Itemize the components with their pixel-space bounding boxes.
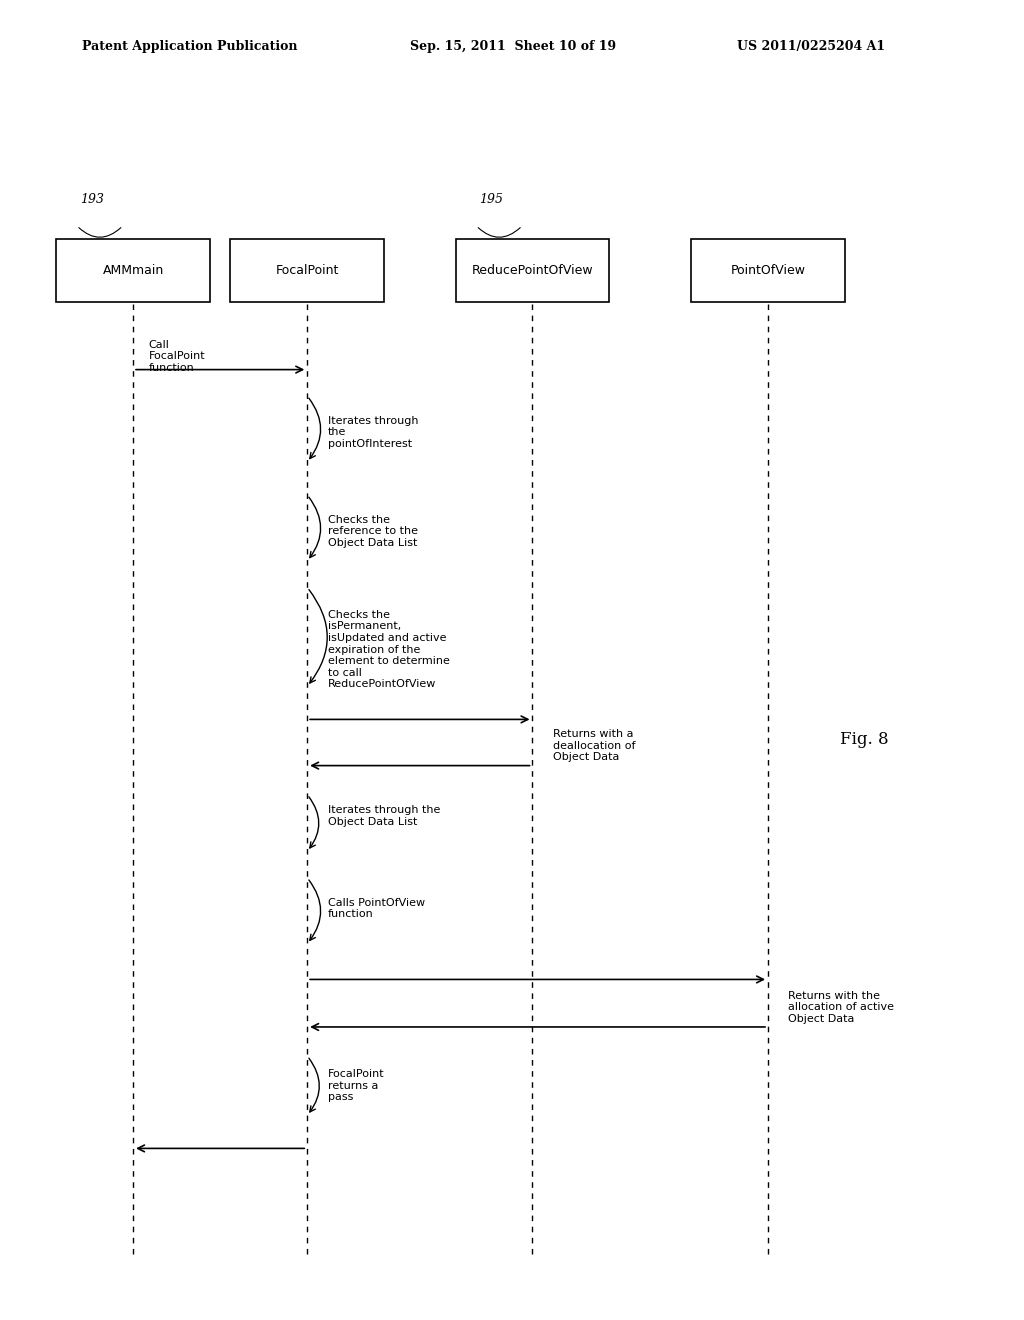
Text: 193: 193 [80,193,104,206]
Text: FocalPoint
returns a
pass: FocalPoint returns a pass [328,1069,384,1102]
FancyBboxPatch shape [456,239,609,302]
Text: US 2011/0225204 A1: US 2011/0225204 A1 [737,40,886,53]
FancyBboxPatch shape [691,239,845,302]
FancyBboxPatch shape [230,239,384,302]
Text: Call
FocalPoint
function: Call FocalPoint function [148,339,205,374]
Text: Patent Application Publication: Patent Application Publication [82,40,297,53]
Text: PointOfView: PointOfView [730,264,806,277]
Text: Iterates through
the
pointOfInterest: Iterates through the pointOfInterest [328,416,418,449]
Text: Checks the
reference to the
Object Data List: Checks the reference to the Object Data … [328,515,418,548]
Text: Calls PointOfView
function: Calls PointOfView function [328,898,425,919]
Text: Iterates through the
Object Data List: Iterates through the Object Data List [328,805,440,826]
Text: Checks the
isPermanent,
isUpdated and active
expiration of the
element to determ: Checks the isPermanent, isUpdated and ac… [328,610,450,689]
Text: Returns with a
deallocation of
Object Data: Returns with a deallocation of Object Da… [553,729,636,763]
Text: 195: 195 [479,193,504,206]
Text: FocalPoint: FocalPoint [275,264,339,277]
Text: Sep. 15, 2011  Sheet 10 of 19: Sep. 15, 2011 Sheet 10 of 19 [410,40,615,53]
Text: ReducePointOfView: ReducePointOfView [472,264,593,277]
Text: AMMmain: AMMmain [102,264,164,277]
FancyBboxPatch shape [56,239,210,302]
Text: Returns with the
allocation of active
Object Data: Returns with the allocation of active Ob… [788,990,895,1024]
Text: Fig. 8: Fig. 8 [840,731,888,747]
